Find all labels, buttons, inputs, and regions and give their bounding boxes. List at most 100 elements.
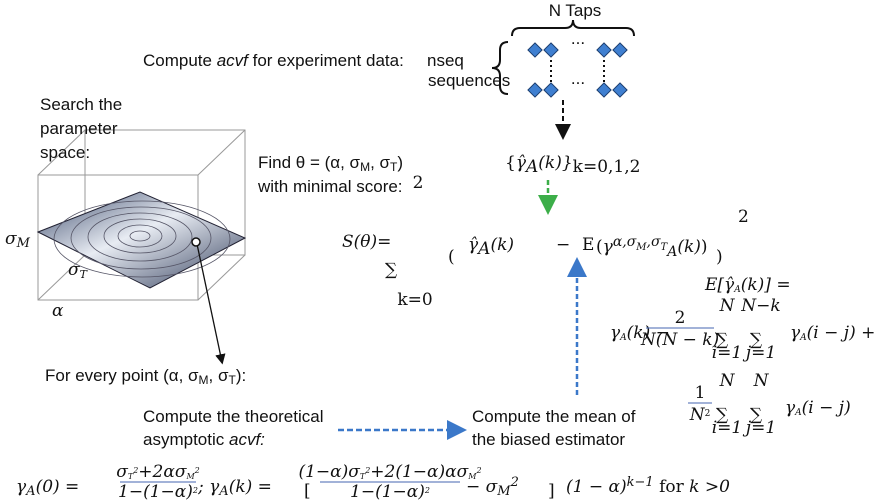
formula: k=0 (397, 290, 432, 310)
formula: γA(i − j) + (790, 323, 875, 343)
formula-part: 2 (413, 173, 424, 193)
tap (613, 83, 627, 97)
formula-part: >0 (699, 477, 730, 497)
formula-part: S(θ)= (342, 232, 391, 252)
formula: σT2+2ασM2 (116, 462, 200, 482)
formula-part: A (524, 157, 538, 177)
formula: E[γ̂A(k)] = (704, 275, 791, 295)
formula-part: j=1 (742, 343, 776, 363)
formula: (1 − α)k−1 for k >0 (566, 475, 730, 497)
formula-part: N (719, 296, 736, 316)
formula: 2 (675, 308, 686, 328)
formula: S(θ)= (342, 232, 391, 252)
formula-part: M (635, 242, 647, 253)
formula-part: ] (548, 481, 555, 501)
formula-part: A (476, 239, 490, 259)
label: the biased estimator (472, 430, 625, 449)
formula: N (719, 296, 736, 316)
tap (528, 83, 542, 97)
formula: N (753, 371, 770, 391)
formula-part: A (218, 484, 228, 499)
diagram: N Taps Compute acvf for experiment data:… (0, 0, 881, 502)
text: acvf (217, 51, 250, 70)
label: sequences (428, 71, 510, 90)
text: for experiment data: (248, 51, 404, 70)
axis-label: σM (5, 229, 31, 251)
formula-part: (i − j) + (807, 323, 876, 343)
formula-part: ) (716, 247, 723, 267)
formula-part: 1−(1−α) (118, 482, 193, 502)
label: N Taps (549, 1, 602, 20)
formula: ( (448, 247, 455, 267)
arrow (197, 244, 222, 362)
tap (544, 83, 558, 97)
label: For every point (α, σM, σT): (45, 366, 246, 387)
label: Compute the mean of (472, 407, 636, 426)
tap (544, 43, 558, 57)
text: , σ (209, 366, 229, 385)
formula-part: α,σ (613, 234, 637, 250)
formula-part: 2 (510, 475, 519, 490)
formula: γ̂A(k) (468, 235, 514, 259)
formula-part: ; γ (197, 477, 220, 497)
formula: ) (716, 247, 723, 267)
formula-part: [ (304, 481, 311, 501)
formula: 1−(1−α)2 (118, 482, 198, 502)
text: ) (397, 153, 403, 172)
text: σ (5, 229, 17, 249)
formula-part: 2 (475, 466, 481, 475)
text: For every point (α, σ (45, 366, 199, 385)
formula: N (719, 371, 736, 391)
label: Search the (40, 95, 122, 114)
formula: ] (548, 481, 555, 501)
formula-part: N (719, 371, 736, 391)
formula-part: 1 (695, 383, 706, 403)
label: Compute acvf for experiment data: (143, 51, 404, 70)
formula-part: − σ (466, 477, 498, 497)
formula: N−k (740, 296, 780, 316)
formula-part: − (556, 235, 570, 255)
formula: E (582, 235, 594, 255)
formula: i=1 (712, 343, 743, 363)
formula: {γ̂A(k)}k=0,1,2 (505, 153, 640, 177)
tap (528, 43, 542, 57)
formula-part: i=1 (712, 343, 743, 363)
formula: 2 (413, 173, 424, 193)
formula-part: E[ (704, 275, 724, 295)
formula-part: 2 (738, 207, 749, 227)
text: ): (236, 366, 246, 385)
formula: [ (304, 481, 311, 501)
text: Find θ = (α, σ (258, 153, 361, 172)
text: Compute (143, 51, 217, 70)
formula-part: k (689, 477, 699, 497)
tap (597, 43, 611, 57)
formula-part: (k) (677, 237, 701, 257)
text: M (16, 236, 31, 251)
formula-part: A (665, 244, 677, 260)
label: nseq (427, 51, 464, 70)
formula-part: N (689, 405, 706, 425)
formula-part: 2 (194, 466, 200, 475)
tap (613, 43, 627, 57)
label: Compute the theoretical (143, 407, 324, 426)
text: T (80, 268, 89, 281)
formula: ∑ (385, 260, 397, 280)
formula: ; γA(k) = (197, 477, 272, 499)
text: M (199, 373, 209, 387)
formula-part: N−k (740, 296, 780, 316)
formula-part: A (25, 484, 35, 499)
formula-part: 1−(1−α) (350, 482, 425, 502)
formula-part: (k) (490, 235, 514, 255)
formula-part: j=1 (742, 418, 776, 438)
formula: − σM2 (466, 475, 519, 499)
formula-part: ( (448, 247, 455, 267)
formula-part: ) (701, 237, 708, 257)
formula-part: i=1 (712, 418, 743, 438)
text: acvf: (229, 430, 265, 449)
formula: N2 (689, 405, 711, 425)
formula-part: +2ασ (138, 462, 187, 482)
formula-part: k−1 (627, 475, 654, 490)
formula-part: (1 − α) (566, 477, 627, 497)
formula: N(N − k) (640, 330, 719, 350)
formula-part: ∑ (385, 260, 397, 280)
